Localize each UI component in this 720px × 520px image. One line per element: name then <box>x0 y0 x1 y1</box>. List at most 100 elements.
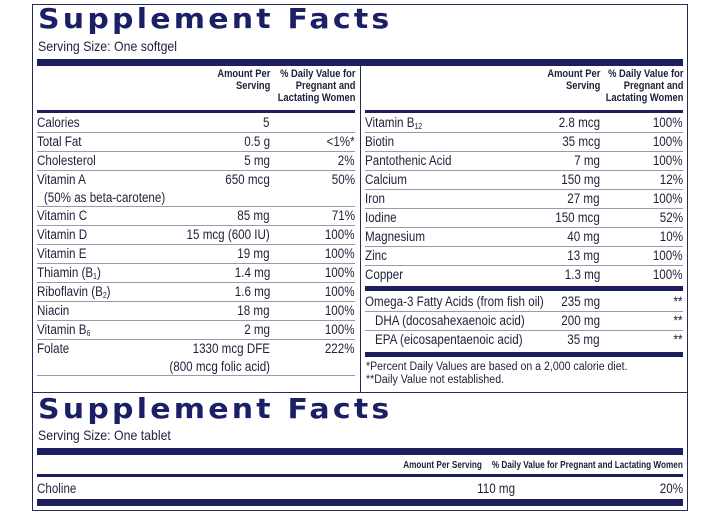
nutrient-dv: 100% <box>325 246 355 261</box>
omega-rule <box>365 286 683 291</box>
nutrient-amount: 150 mcg <box>555 210 600 225</box>
nutrient-name: Vitamin B6 <box>37 322 91 338</box>
table-row: Pantothenic Acid 7 mg 100% <box>365 152 683 171</box>
nutrient-dv: 100% <box>325 303 355 318</box>
header-line: Amount Per <box>217 68 270 80</box>
nutrient-dv: 100% <box>653 267 683 282</box>
row-divider <box>37 320 355 321</box>
nutrient-name: Zinc <box>365 248 387 263</box>
nutrient-name: Choline <box>37 481 77 496</box>
nutrient-dv: 10% <box>659 229 683 244</box>
row-divider <box>37 375 355 376</box>
nutrient-dv: ** <box>673 294 683 309</box>
nutrient-name: Biotin <box>365 134 395 149</box>
nutrient-name: Iron <box>365 191 386 206</box>
table-row: Total Fat 0.5 g <1%* <box>37 133 355 152</box>
nutrient-amount: 110 mg <box>477 481 515 496</box>
nutrient-amount: 2 mg <box>244 322 270 337</box>
nutrient-name: Omega-3 Fatty Acids (from fish oil) <box>365 294 544 309</box>
table-row: Calories 5 <box>37 114 355 133</box>
nutrient-dv: ** <box>673 332 683 347</box>
nutrient-amount: 15 mcg (600 IU) <box>186 227 270 242</box>
amount-header-right: Amount Per Serving <box>547 68 600 92</box>
nutrient-name: Riboflavin (B2) <box>37 284 111 300</box>
row-divider <box>37 206 355 207</box>
header-line: % Daily Value for <box>279 68 355 80</box>
nutrient-amount: 7 mg <box>574 153 600 168</box>
nutrient-amount: 650 mcg <box>225 172 270 187</box>
amount-header: Amount Per Serving <box>403 459 482 471</box>
nutrient-amount: 1330 mcg DFE (800 mcg folic acid) <box>169 341 270 374</box>
table-row: Iodine 150 mcg 52% <box>365 209 683 228</box>
dv-header-left: % Daily Value for Pregnant and Lactating… <box>277 68 355 104</box>
nutrient-name: Magnesium <box>365 229 426 244</box>
nutrient-name: Folate <box>37 341 70 356</box>
table-row: Vitamin E 19 mg 100% <box>37 245 355 264</box>
dv-header-right: % Daily Value for Pregnant and Lactating… <box>605 68 683 104</box>
header-rule-right <box>365 110 683 113</box>
nutrient-amount: 2.8 mcg <box>558 115 600 130</box>
nutrient-name: Cholesterol <box>37 153 96 168</box>
nutrient-name: Iodine <box>365 210 397 225</box>
nutrient-dv: 100% <box>653 134 683 149</box>
nutrient-dv: 100% <box>653 248 683 263</box>
header-band <box>37 448 683 455</box>
table-row: Vitamin B12 2.8 mcg 100% <box>365 114 683 133</box>
header-line: Amount Per <box>547 68 600 80</box>
table-row: Vitamin A (50% as beta-carotene) 650 mcg 50… <box>37 171 355 207</box>
header-line: Pregnant and <box>295 80 355 92</box>
nutrient-name: Vitamin C <box>37 208 88 223</box>
nutrient-amount: 27 mg <box>567 191 600 206</box>
table-row: Calcium 150 mg 12% <box>365 171 683 190</box>
nutrient-dv: 222% <box>325 341 355 356</box>
amount-header-left: Amount Per Serving <box>217 68 270 92</box>
table-row: Vitamin D 15 mcg (600 IU) 100% <box>37 226 355 245</box>
nutrient-dv: 71% <box>331 208 355 223</box>
table-row: Niacin 18 mg 100% <box>37 302 355 321</box>
nutrient-name: Total Fat <box>37 134 82 149</box>
header-line: Serving <box>235 80 270 92</box>
nutrient-dv: ** <box>673 313 683 328</box>
nutrient-dv: 100% <box>653 191 683 206</box>
table-row-choline: Choline 110 mg 20% <box>37 480 683 499</box>
nutrient-note: (50% as beta-carotene) <box>43 190 166 205</box>
column-divider <box>360 66 361 393</box>
row-divider <box>37 151 355 152</box>
nutrient-amount: 13 mg <box>567 248 600 263</box>
nutrient-dv: 100% <box>325 284 355 299</box>
nutrient-amount: 5 <box>263 115 270 130</box>
nutrient-name: Vitamin B12 <box>365 115 423 131</box>
row-divider <box>37 339 355 340</box>
header-line: Serving <box>565 80 600 92</box>
row-divider <box>365 170 683 171</box>
row-divider <box>37 263 355 264</box>
nutrient-dv: 100% <box>653 115 683 130</box>
panel-title: Supplement Facts <box>38 3 393 36</box>
row-divider <box>365 330 683 331</box>
table-row: Zinc 13 mg 100% <box>365 247 683 266</box>
row-divider <box>365 189 683 190</box>
nutrient-dv: 100% <box>325 227 355 242</box>
row-divider <box>37 170 355 171</box>
table-row: Magnesium 40 mg 10% <box>365 228 683 247</box>
row-divider <box>365 311 683 312</box>
panel-title: Supplement Facts <box>38 393 393 426</box>
header-line: Pregnant and <box>623 80 683 92</box>
footnote-not-established: **Daily Value not established. <box>366 374 505 386</box>
nutrient-name: Thiamin (B1) <box>37 265 101 281</box>
nutrient-amount: 1.6 mg <box>234 284 270 299</box>
row-divider <box>365 227 683 228</box>
table-row: Thiamin (B1) 1.4 mg 100% <box>37 264 355 283</box>
table-row: Folate 1330 mcg DFE (800 mcg folic acid) 22… <box>37 340 355 376</box>
row-divider <box>365 265 683 266</box>
table-row: Vitamin C 85 mg 71% <box>37 207 355 226</box>
nutrient-amount: 0.5 g <box>244 134 270 149</box>
table-row: Iron 27 mg 100% <box>365 190 683 209</box>
row-divider <box>37 301 355 302</box>
table-row: Copper 1.3 mg 100% <box>365 266 683 285</box>
row-divider <box>365 132 683 133</box>
row-divider <box>37 282 355 283</box>
nutrient-amount: 150 mg <box>561 172 600 187</box>
table-row: Vitamin B6 2 mg 100% <box>37 321 355 340</box>
nutrient-name: Vitamin E <box>37 246 87 261</box>
